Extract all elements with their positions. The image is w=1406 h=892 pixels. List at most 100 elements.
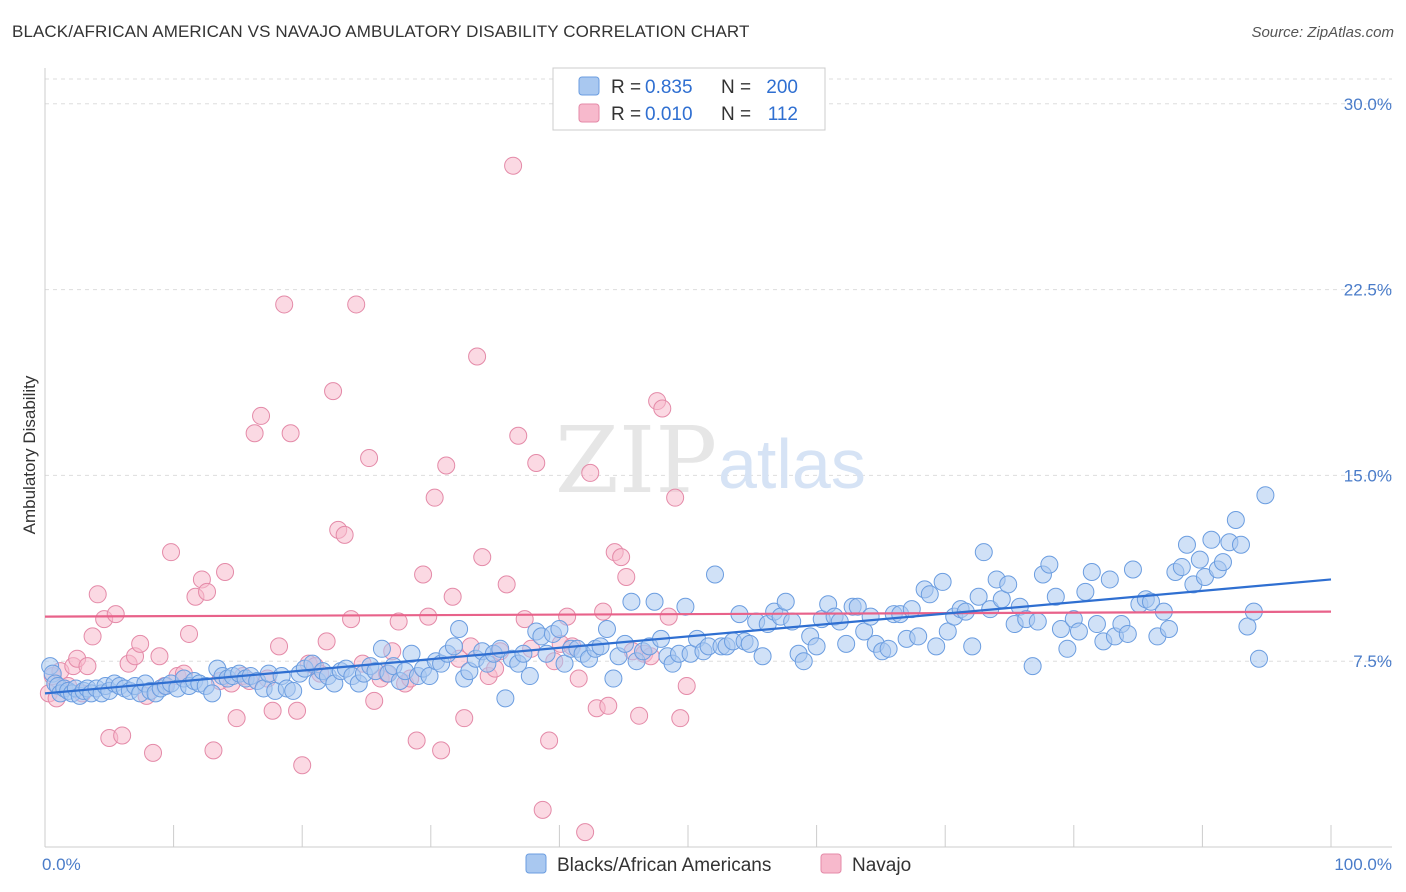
black-point-208 bbox=[1231, 535, 1250, 554]
navajo-point-41 bbox=[270, 637, 289, 656]
navajo-point-93 bbox=[581, 463, 600, 482]
black-points bbox=[41, 486, 1275, 708]
navajo-point-105 bbox=[653, 399, 672, 418]
black-point-165 bbox=[974, 543, 993, 562]
black-point-128 bbox=[753, 647, 772, 666]
black-point-189 bbox=[1118, 624, 1137, 643]
navajo-point-32 bbox=[216, 563, 235, 582]
bottom-legend: Blacks/African Americans Navajo bbox=[525, 853, 911, 876]
trend-lines bbox=[44, 578, 1332, 695]
black-point-198 bbox=[1172, 558, 1191, 577]
navajo-point-74 bbox=[468, 347, 487, 366]
black-point-77 bbox=[450, 619, 469, 638]
black-point-173 bbox=[1023, 657, 1042, 676]
navajo-point-21 bbox=[150, 647, 169, 666]
source-label: Source: ZipAtlas.com bbox=[1251, 24, 1394, 41]
chart-title: BLACK/AFRICAN AMERICAN VS NAVAJO AMBULAT… bbox=[12, 22, 750, 41]
navajo-point-10 bbox=[83, 627, 102, 646]
navajo-point-49 bbox=[317, 632, 336, 651]
black-point-203 bbox=[1202, 530, 1221, 549]
black-point-184 bbox=[1087, 615, 1106, 634]
navajo-point-30 bbox=[204, 741, 223, 760]
legend-n-value-1: 200 bbox=[766, 77, 798, 98]
black-point-106 bbox=[622, 592, 641, 611]
black-point-88 bbox=[514, 644, 533, 663]
black-point-154 bbox=[909, 627, 928, 646]
black-point-159 bbox=[938, 622, 957, 641]
black-point-205 bbox=[1213, 553, 1232, 572]
black-point-178 bbox=[1051, 619, 1070, 638]
black-point-164 bbox=[969, 587, 988, 606]
black-point-85 bbox=[496, 689, 515, 708]
black-point-146 bbox=[861, 607, 880, 626]
black-point-176 bbox=[1040, 555, 1059, 574]
black-point-105 bbox=[615, 634, 634, 653]
navajo-point-67 bbox=[425, 488, 444, 507]
navajo-point-107 bbox=[666, 488, 685, 507]
bottom-legend-swatch-pink bbox=[820, 853, 842, 874]
black-point-199 bbox=[1177, 535, 1196, 554]
navajo-point-86 bbox=[540, 731, 559, 750]
x-tick-label-0: 0.0% bbox=[42, 855, 81, 874]
y-tick-label-1: 15.0% bbox=[1344, 466, 1392, 485]
navajo-point-80 bbox=[504, 156, 523, 175]
black-point-49 bbox=[284, 681, 303, 700]
legend-r-value-1: 0.835 bbox=[645, 77, 693, 98]
black-point-110 bbox=[645, 592, 664, 611]
black-point-137 bbox=[807, 637, 826, 656]
black-point-64 bbox=[372, 639, 391, 658]
black-point-69 bbox=[402, 644, 421, 663]
navajo-point-70 bbox=[443, 587, 462, 606]
navajo-point-57 bbox=[365, 691, 384, 710]
black-point-207 bbox=[1226, 510, 1245, 529]
navajo-point-64 bbox=[407, 731, 426, 750]
black-point-156 bbox=[920, 585, 939, 604]
navajo-point-75 bbox=[473, 548, 492, 567]
black-point-212 bbox=[1256, 486, 1275, 505]
navajo-point-85 bbox=[533, 800, 552, 819]
navajo-point-91 bbox=[569, 669, 588, 688]
navajo-point-96 bbox=[599, 696, 618, 715]
black-point-169 bbox=[999, 575, 1018, 594]
watermark-zip: ZIP bbox=[555, 407, 717, 514]
navajo-point-40 bbox=[263, 701, 282, 720]
navajo-point-23 bbox=[162, 543, 181, 562]
navajo-point-45 bbox=[293, 756, 312, 775]
navajo-point-43 bbox=[281, 424, 300, 443]
navajo-point-92 bbox=[576, 823, 595, 842]
black-point-132 bbox=[776, 592, 795, 611]
navajo-point-29 bbox=[198, 582, 217, 601]
black-point-181 bbox=[1069, 622, 1088, 641]
navajo-trend-line bbox=[44, 610, 1332, 618]
navajo-point-18 bbox=[131, 634, 150, 653]
navajo-point-42 bbox=[275, 295, 294, 314]
black-point-174 bbox=[1028, 612, 1047, 631]
navajo-point-84 bbox=[527, 454, 546, 472]
black-point-209 bbox=[1238, 617, 1257, 636]
black-point-35 bbox=[203, 684, 222, 703]
navajo-point-61 bbox=[389, 612, 408, 631]
navajo-point-101 bbox=[630, 706, 649, 725]
navajo-point-65 bbox=[414, 565, 433, 584]
legend-swatch-pink bbox=[578, 103, 600, 123]
legend-n-value-2: 112 bbox=[768, 104, 798, 125]
navajo-point-109 bbox=[677, 676, 696, 695]
top-legend: R = 0.835 N = 200 R = 0.010 N = 112 bbox=[552, 67, 826, 131]
navajo-point-37 bbox=[245, 424, 264, 443]
bottom-legend-label-blue: Blacks/African Americans bbox=[557, 855, 771, 876]
navajo-point-52 bbox=[335, 525, 354, 544]
navajo-point-50 bbox=[324, 382, 343, 401]
black-point-89 bbox=[520, 667, 539, 686]
y-tick-label-3: 30.0% bbox=[1344, 95, 1392, 114]
black-point-201 bbox=[1190, 550, 1209, 569]
navajo-point-34 bbox=[227, 709, 246, 728]
navajo-point-108 bbox=[671, 709, 690, 728]
black-point-94 bbox=[550, 619, 569, 638]
y-tick-label-0: 7.5% bbox=[1353, 652, 1392, 671]
black-point-120 bbox=[706, 565, 725, 584]
legend-r-label-2: R = bbox=[611, 104, 641, 125]
black-point-179 bbox=[1058, 639, 1077, 658]
black-point-135 bbox=[794, 652, 813, 671]
bottom-legend-label-pink: Navajo bbox=[852, 855, 911, 876]
